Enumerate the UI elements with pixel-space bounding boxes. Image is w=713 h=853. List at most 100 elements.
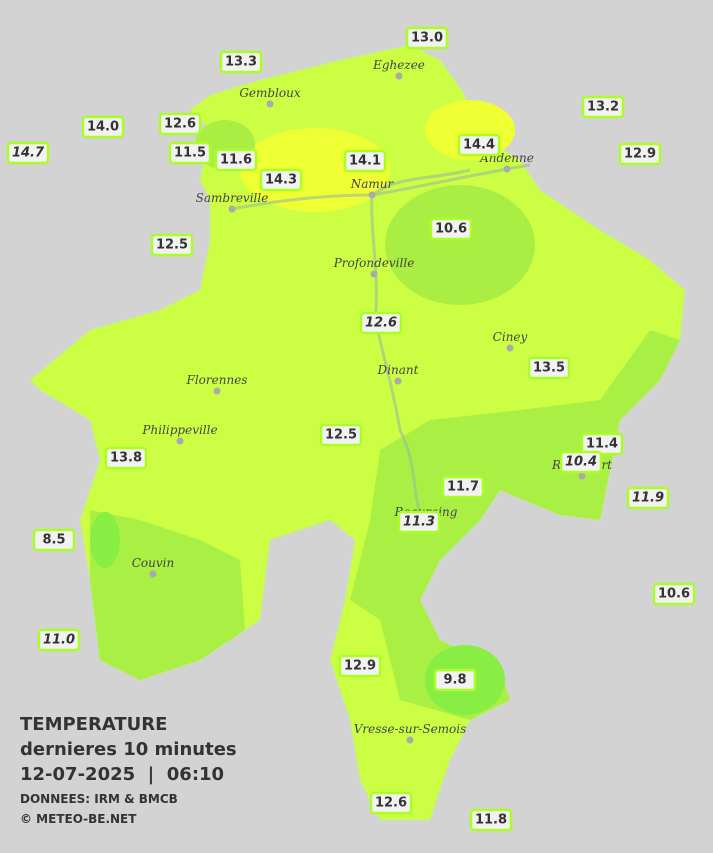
station: 11.9	[626, 486, 670, 510]
city-dot	[578, 472, 586, 480]
station-box	[429, 217, 473, 241]
station-value: 10.6	[435, 222, 467, 237]
station-box	[359, 311, 403, 335]
station-box	[214, 148, 258, 172]
city-label: Profondeville	[333, 256, 415, 270]
city-label: Sambreville	[196, 191, 269, 205]
station-value: 14.7	[12, 146, 45, 161]
station: 12.5	[319, 423, 363, 447]
station: 12.6	[369, 791, 413, 815]
station: 11.3	[397, 510, 441, 534]
station-box	[457, 133, 501, 157]
city-label: Couvin	[132, 556, 174, 570]
city-dot	[149, 570, 157, 578]
station-box	[527, 356, 571, 380]
station-value: 12.5	[156, 238, 188, 253]
city-dot	[266, 100, 274, 108]
station-value: 14.0	[87, 120, 119, 135]
station-value: 11.8	[475, 813, 507, 828]
city-label: Eghezee	[372, 58, 425, 72]
city-dot	[213, 387, 221, 395]
station-value: 10.4	[565, 455, 597, 470]
station-value: 12.5	[325, 428, 357, 443]
station-box	[559, 450, 603, 474]
station-box	[369, 791, 413, 815]
city-dot	[176, 437, 184, 445]
station: 9.8	[433, 668, 477, 692]
station: 8.5	[32, 528, 76, 552]
station-box	[150, 233, 194, 257]
station-value: 12.9	[344, 659, 376, 674]
station-box	[581, 95, 625, 119]
station: 11.7	[441, 475, 485, 499]
station-value: 12.9	[624, 147, 656, 162]
station-value: 12.6	[375, 796, 407, 811]
station-value: 13.0	[411, 31, 443, 46]
station: 12.9	[618, 142, 662, 166]
station: 14.1	[343, 149, 387, 173]
station-box	[433, 668, 477, 692]
station-box	[626, 486, 670, 510]
station-value: 9.8	[443, 673, 466, 688]
city-label: Namur	[350, 177, 395, 191]
station-value: 10.6	[658, 587, 690, 602]
station-value: 11.3	[403, 515, 435, 530]
station-box	[405, 26, 449, 50]
station-value: 14.4	[463, 138, 495, 153]
station-box	[168, 141, 212, 165]
station-box	[259, 168, 303, 192]
station-box	[37, 628, 81, 652]
city-dot	[506, 344, 514, 352]
station-box	[397, 510, 441, 534]
station: 13.0	[405, 26, 449, 50]
station: 12.5	[150, 233, 194, 257]
station-value: 11.4	[586, 437, 618, 452]
city-dot	[228, 205, 236, 213]
station-value: 11.9	[632, 491, 664, 506]
legend-source: DONNEES: IRM & BMCB	[20, 792, 178, 806]
city-dot	[370, 270, 378, 278]
station: 14.4	[457, 133, 501, 157]
station-box	[81, 115, 125, 139]
legend-title: TEMPERATURE	[20, 714, 167, 735]
legend-subtitle: dernieres 10 minutes	[20, 739, 237, 760]
station: 11.0	[37, 628, 81, 652]
station: 10.6	[652, 582, 696, 606]
cool-zone	[90, 510, 245, 680]
station-value: 11.0	[43, 633, 75, 648]
station-box	[158, 112, 202, 136]
city-label: Vresse-sur-Semois	[354, 722, 467, 736]
station-box	[104, 446, 148, 470]
station-box	[618, 142, 662, 166]
station-value: 12.6	[365, 316, 397, 331]
station-value: 13.3	[225, 55, 257, 70]
station-value: 14.1	[349, 154, 381, 169]
city-label: Gembloux	[239, 86, 301, 100]
city-dot	[503, 165, 511, 173]
legend-copyright: © METEO-BE.NET	[20, 812, 137, 826]
station-value: 12.6	[164, 117, 196, 132]
city-dot	[406, 736, 414, 744]
station-box	[219, 50, 263, 74]
legend-datetime: 12-07-2025 | 06:10	[20, 764, 224, 785]
station: 14.0	[81, 115, 125, 139]
city-label: Philippeville	[141, 423, 217, 437]
cool-zone	[350, 330, 680, 720]
station-box	[338, 654, 382, 678]
station-box	[469, 808, 513, 832]
station: 12.6	[359, 311, 403, 335]
station: 13.2	[581, 95, 625, 119]
station: 11.5	[168, 141, 212, 165]
station-box	[343, 149, 387, 173]
station-box	[6, 141, 50, 165]
station-box	[652, 582, 696, 606]
city-dot	[368, 191, 376, 199]
station: 11.6	[214, 148, 258, 172]
legend: TEMPERATURE dernieres 10 minutes 12-07-2…	[20, 714, 237, 826]
station-box	[32, 528, 76, 552]
city-label: Dinant	[377, 363, 419, 377]
station-value: 8.5	[42, 533, 65, 548]
station-box	[319, 423, 363, 447]
cold-zone	[90, 512, 120, 568]
